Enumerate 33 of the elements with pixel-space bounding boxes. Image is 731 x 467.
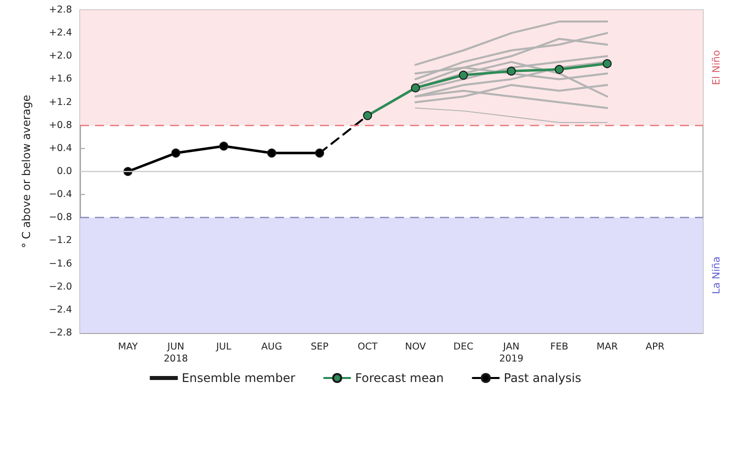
x-tick-label: APR — [646, 342, 665, 352]
band-label: La Niña — [712, 256, 722, 294]
y-tick-label: +0.8 — [48, 120, 72, 131]
y-tick-label: +2.8 — [48, 4, 72, 16]
x-tick-label: FEB — [550, 342, 568, 352]
y-tick-label: +0.4 — [48, 142, 72, 154]
y-tick-label: +2.0 — [48, 50, 72, 62]
y-tick-label: 0.0 — [56, 166, 72, 177]
x-tick-label: SEP — [310, 342, 329, 352]
y-tick-label: −2.4 — [48, 304, 72, 316]
y-axis-title: ° C above or below average — [20, 94, 33, 248]
y-tick-label: −0.4 — [48, 189, 72, 200]
y-tick-label: −2.0 — [48, 281, 72, 292]
x-tick-label: MAY — [118, 342, 138, 352]
y-tick-label: +2.4 — [48, 28, 72, 39]
y-tick-label: −1.6 — [48, 258, 72, 270]
x-tick-label: OCT — [358, 342, 378, 352]
x-tick-label: JUN 2018 — [164, 342, 188, 364]
x-tick-label: JUL — [215, 342, 232, 352]
legend-label: Ensemble member — [182, 371, 296, 385]
y-tick-label: −0.8 — [48, 212, 72, 224]
x-tick-label: DEC — [453, 342, 474, 352]
y-tick-label: +1.2 — [48, 96, 72, 108]
x-tick-label: MAR — [596, 342, 618, 352]
y-tick-label: −2.8 — [48, 328, 72, 338]
x-tick-label: JAN 2019 — [499, 342, 524, 364]
x-tick-label: AUG — [261, 342, 282, 352]
legend-label: Forecast mean — [355, 371, 444, 385]
y-tick-label: −1.2 — [48, 235, 72, 246]
y-tick-label: +1.6 — [48, 74, 72, 85]
band-label: El Niño — [712, 50, 722, 86]
x-tick-label: NOV — [405, 342, 426, 352]
legend-label: Past analysis — [504, 371, 582, 385]
